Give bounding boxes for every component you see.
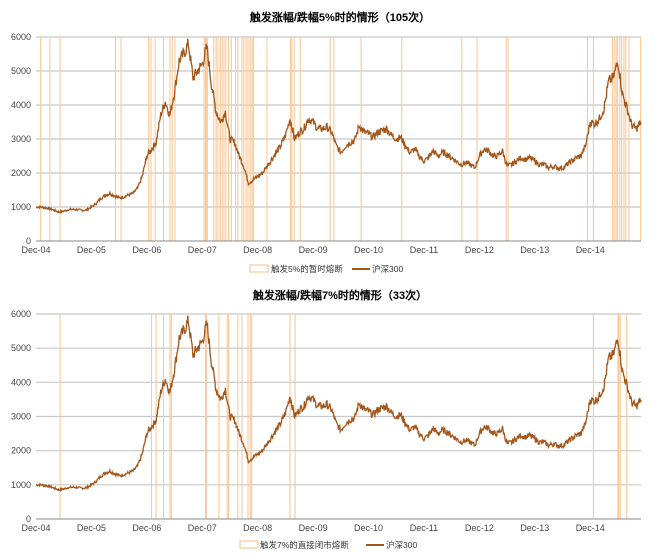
y-tick-label: 4000	[11, 377, 31, 387]
x-tick-label: Dec-13	[520, 523, 549, 533]
y-tick-label: 2000	[11, 446, 31, 456]
y-tick-label: 6000	[11, 32, 31, 42]
legend-label-csi300: 沪深300	[386, 540, 417, 550]
x-tick-label: Dec-08	[243, 523, 272, 533]
x-tick-label: Dec-12	[465, 523, 494, 533]
y-tick-label: 6000	[11, 309, 31, 319]
x-tick-label: Dec-12	[465, 245, 494, 255]
chart-title: 触发涨幅/跌幅5%时的情形（105次）	[249, 10, 430, 24]
x-tick-label: Dec-07	[188, 245, 217, 255]
y-tick-label: 1000	[11, 202, 31, 212]
y-tick-label: 1000	[11, 480, 31, 490]
y-tick-label: 2000	[11, 168, 31, 178]
y-tick-label: 4000	[11, 100, 31, 110]
y-tick-label: 3000	[11, 134, 31, 144]
x-tick-label: Dec-07	[188, 523, 217, 533]
legend-label-events: 触发7%的直接闭市熔断	[260, 540, 349, 550]
x-tick-label: Dec-11	[410, 523, 438, 533]
x-tick-label: Dec-09	[299, 245, 328, 255]
y-tick-label: 0	[26, 514, 31, 524]
x-tick-label: Dec-06	[132, 245, 161, 255]
x-tick-label: Dec-14	[576, 245, 605, 255]
legend-swatch-events	[239, 540, 259, 549]
legend-swatch-events	[249, 264, 269, 273]
y-tick-label: 5000	[11, 343, 31, 353]
x-tick-label: Dec-05	[77, 245, 106, 255]
x-tick-label: Dec-04	[21, 523, 50, 533]
chart-bottom-7pct: 触发涨幅/跌幅7%时的情形（33次） 0 1000 2000 3000 4000 5000…	[11, 288, 642, 550]
y-tick-label: 0	[26, 236, 31, 246]
series-csi300-line	[35, 315, 642, 492]
x-tick-label: Dec-08	[243, 245, 272, 255]
legend-label-csi300: 沪深300	[372, 264, 403, 274]
x-tick-label: Dec-10	[354, 245, 383, 255]
x-tick-label: Dec-09	[299, 523, 328, 533]
legend: 触发7%的直接闭市熔断 沪深300	[239, 540, 417, 550]
x-tick-label: Dec-10	[354, 523, 383, 533]
y-tick-label: 3000	[11, 412, 31, 422]
x-tick-label: Dec-06	[132, 523, 161, 533]
x-tick-label: Dec-05	[77, 523, 106, 533]
x-tick-label: Dec-14	[576, 523, 605, 533]
chart-top-5pct: 触发涨幅/跌幅5%时的情形（105次） 0 1000 2000 3000 4000 500…	[11, 10, 642, 274]
x-tick-label: Dec-11	[410, 245, 438, 255]
x-tick-label: Dec-13	[520, 245, 549, 255]
legend-label-events: 触发5%的暂时熔断	[271, 264, 343, 274]
y-tick-label: 5000	[11, 66, 31, 76]
x-tick-label: Dec-04	[21, 245, 50, 255]
legend: 触发5%的暂时熔断 沪深300	[249, 264, 403, 274]
series-csi300-line	[35, 38, 642, 214]
chart-title: 触发涨幅/跌幅7%时的情形（33次）	[252, 288, 427, 302]
